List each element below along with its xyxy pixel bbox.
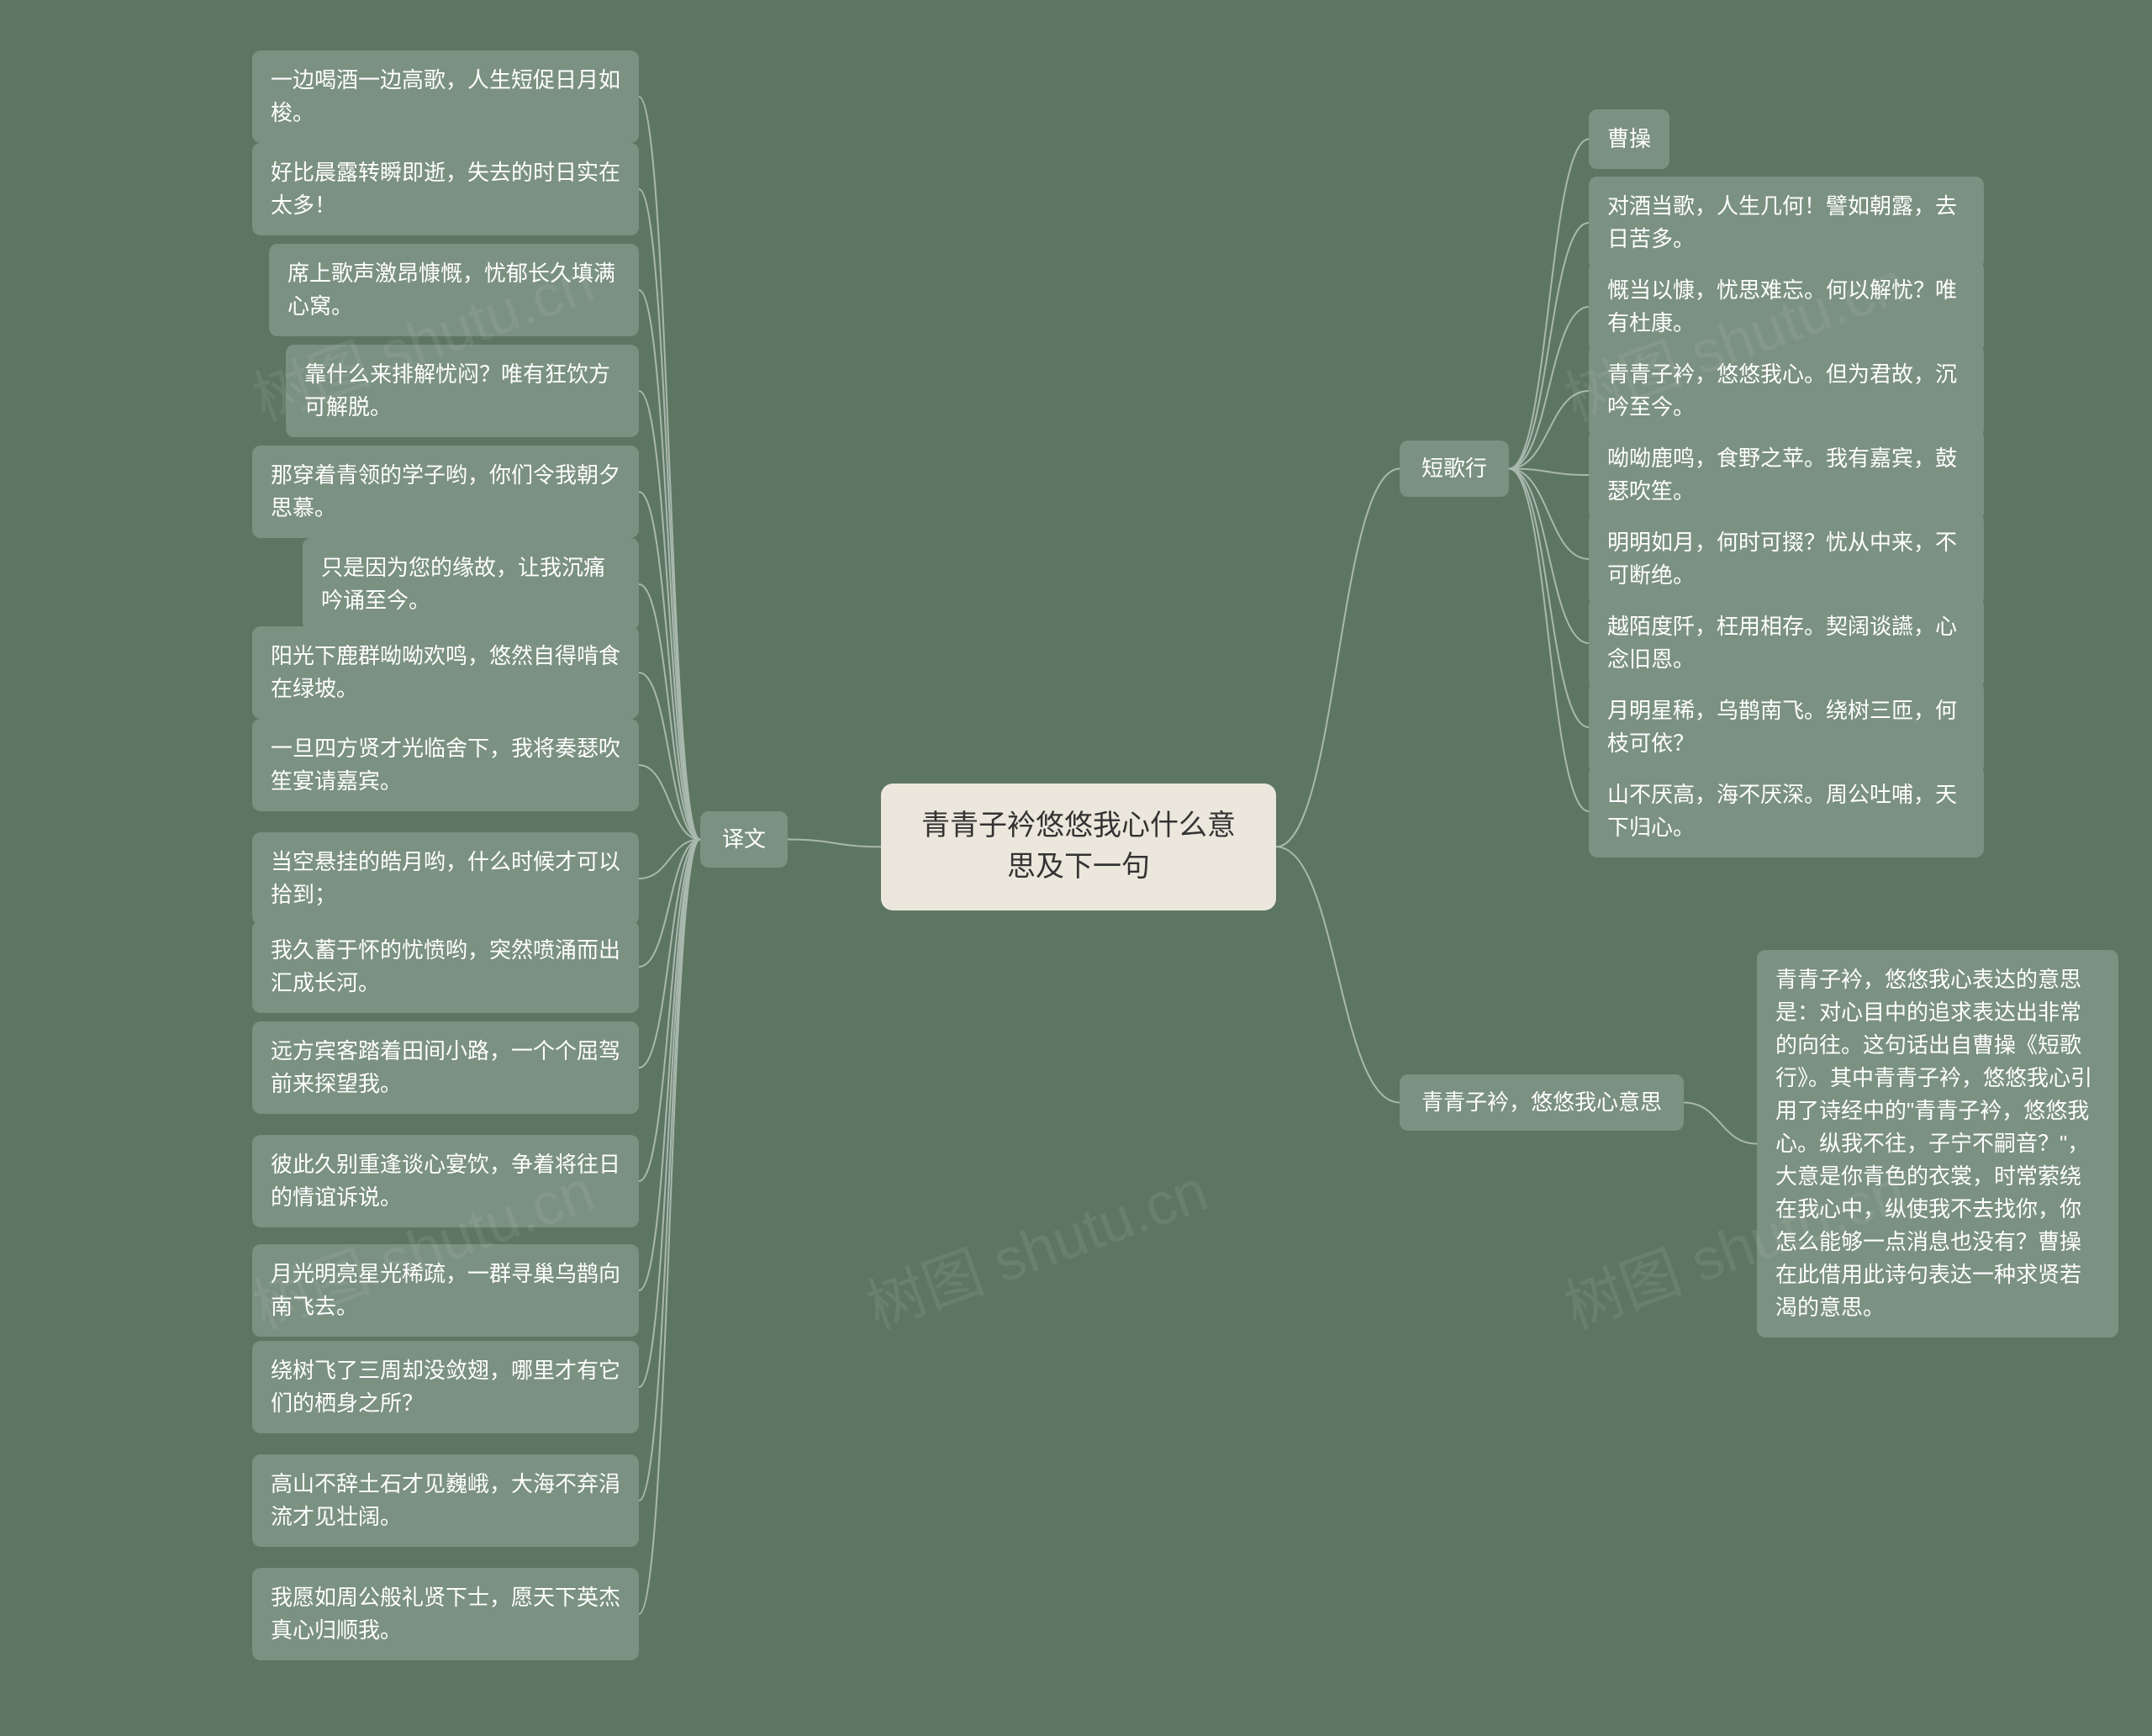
poem-item: 山不厌高，海不厌深。周公吐哺，天下归心。 — [1589, 765, 1984, 857]
translation-item: 高山不辞土石才见巍峨，大海不弃涓流才见壮阔。 — [252, 1454, 639, 1547]
translation-item-text: 阳光下鹿群呦呦欢鸣，悠然自得啃食在绿坡。 — [271, 640, 620, 705]
translation-item: 我久蓄于怀的忧愤哟，突然喷涌而出汇成长河。 — [252, 921, 639, 1013]
translation-item-text: 远方宾客踏着田间小路，一个个屈驾前来探望我。 — [271, 1035, 620, 1100]
poem-item-text: 月明星稀，乌鹊南飞。绕树三匝，何枝可依？ — [1607, 694, 1965, 760]
translation-item: 一旦四方贤才光临舍下，我将奏瑟吹笙宴请嘉宾。 — [252, 719, 639, 811]
translation-item-text: 好比晨露转瞬即逝，失去的时日实在太多！ — [271, 156, 620, 222]
poem-item: 呦呦鹿鸣，食野之苹。我有嘉宾，鼓瑟吹笙。 — [1589, 429, 1984, 521]
poem-item: 月明星稀，乌鹊南飞。绕树三匝，何枝可依？ — [1589, 681, 1984, 773]
poem-item-text: 慨当以慷，忧思难忘。何以解忧？唯有杜康。 — [1607, 274, 1965, 340]
translation-item: 好比晨露转瞬即逝，失去的时日实在太多！ — [252, 143, 639, 235]
branch-translation-label: 译文 — [722, 823, 766, 856]
translation-item: 阳光下鹿群呦呦欢鸣，悠然自得啃食在绿坡。 — [252, 626, 639, 719]
poem-item-text: 青青子衿，悠悠我心。但为君故，沉吟至今。 — [1607, 358, 1965, 424]
poem-item-text: 明明如月，何时可掇？忧从中来，不可断绝。 — [1607, 526, 1965, 592]
center-topic: 青青子衿悠悠我心什么意 思及下一句 — [881, 784, 1276, 910]
branch-meaning: 青青子衿，悠悠我心意思 — [1400, 1074, 1684, 1131]
center-text: 青青子衿悠悠我心什么意 思及下一句 — [911, 805, 1246, 889]
poem-item-text: 山不厌高，海不厌深。周公吐哺，天下归心。 — [1607, 778, 1965, 844]
translation-item-text: 一旦四方贤才光临舍下，我将奏瑟吹笙宴请嘉宾。 — [271, 732, 620, 798]
translation-item: 席上歌声激昂慷慨，忧郁长久填满心窝。 — [269, 244, 639, 336]
translation-item: 月光明亮星光稀疏，一群寻巢乌鹊向南飞去。 — [252, 1244, 639, 1337]
poem-item: 对酒当歌，人生几何！譬如朝露，去日苦多。 — [1589, 177, 1984, 269]
translation-item: 远方宾客踏着田间小路，一个个屈驾前来探望我。 — [252, 1021, 639, 1114]
translation-item-text: 一边喝酒一边高歌，人生短促日月如梭。 — [271, 64, 620, 129]
translation-item: 只是因为您的缘故，让我沉痛吟诵至今。 — [303, 538, 639, 631]
poem-item: 越陌度阡，枉用相存。契阔谈讌，心念旧恩。 — [1589, 597, 1984, 689]
translation-item-text: 只是因为您的缘故，让我沉痛吟诵至今。 — [321, 551, 620, 617]
translation-item-text: 高山不辞土石才见巍峨，大海不弃涓流才见壮阔。 — [271, 1468, 620, 1533]
poem-item-text: 曹操 — [1607, 123, 1651, 156]
poem-item-text: 对酒当歌，人生几何！譬如朝露，去日苦多。 — [1607, 190, 1965, 256]
translation-item: 一边喝酒一边高歌，人生短促日月如梭。 — [252, 50, 639, 143]
branch-poem-label: 短歌行 — [1421, 452, 1487, 485]
poem-item: 明明如月，何时可掇？忧从中来，不可断绝。 — [1589, 513, 1984, 605]
translation-item-text: 我久蓄于怀的忧愤哟，突然喷涌而出汇成长河。 — [271, 934, 620, 1000]
translation-item: 我愿如周公般礼贤下士，愿天下英杰真心归顺我。 — [252, 1568, 639, 1660]
translation-item-text: 我愿如周公般礼贤下士，愿天下英杰真心归顺我。 — [271, 1581, 620, 1647]
branch-poem: 短歌行 — [1400, 441, 1509, 497]
branch-meaning-label: 青青子衿，悠悠我心意思 — [1421, 1086, 1662, 1119]
translation-item: 那穿着青领的学子哟，你们令我朝夕思慕。 — [252, 446, 639, 538]
poem-item: 曹操 — [1589, 109, 1669, 169]
branch-translation: 译文 — [700, 811, 788, 868]
translation-item-text: 席上歌声激昂慷慨，忧郁长久填满心窝。 — [287, 257, 620, 323]
watermark: 树图 shutu.cn — [854, 1144, 1218, 1346]
translation-item: 靠什么来排解忧闷？唯有狂饮方可解脱。 — [286, 345, 639, 437]
poem-item: 慨当以慷，忧思难忘。何以解忧？唯有杜康。 — [1589, 261, 1984, 353]
meaning-text: 青青子衿，悠悠我心表达的意思是：对心目中的追求表达出非常的向往。这句话出自曹操《… — [1775, 963, 2100, 1324]
poem-item-text: 越陌度阡，枉用相存。契阔谈讌，心念旧恩。 — [1607, 610, 1965, 676]
translation-item: 当空悬挂的皓月哟，什么时候才可以拾到； — [252, 832, 639, 925]
translation-item-text: 那穿着青领的学子哟，你们令我朝夕思慕。 — [271, 459, 620, 525]
translation-item-text: 当空悬挂的皓月哟，什么时候才可以拾到； — [271, 846, 620, 911]
poem-item-text: 呦呦鹿鸣，食野之苹。我有嘉宾，鼓瑟吹笙。 — [1607, 442, 1965, 508]
translation-item-text: 彼此久别重逢谈心宴饮，争着将往日的情谊诉说。 — [271, 1148, 620, 1214]
translation-item-text: 绕树飞了三周却没敛翅，哪里才有它们的栖身之所？ — [271, 1354, 620, 1420]
translation-item: 彼此久别重逢谈心宴饮，争着将往日的情谊诉说。 — [252, 1135, 639, 1227]
translation-item-text: 靠什么来排解忧闷？唯有狂饮方可解脱。 — [304, 358, 620, 424]
poem-item: 青青子衿，悠悠我心。但为君故，沉吟至今。 — [1589, 345, 1984, 437]
translation-item: 绕树飞了三周却没敛翅，哪里才有它们的栖身之所？ — [252, 1341, 639, 1433]
translation-item-text: 月光明亮星光稀疏，一群寻巢乌鹊向南飞去。 — [271, 1258, 620, 1323]
meaning-leaf: 青青子衿，悠悠我心表达的意思是：对心目中的追求表达出非常的向往。这句话出自曹操《… — [1757, 950, 2118, 1338]
